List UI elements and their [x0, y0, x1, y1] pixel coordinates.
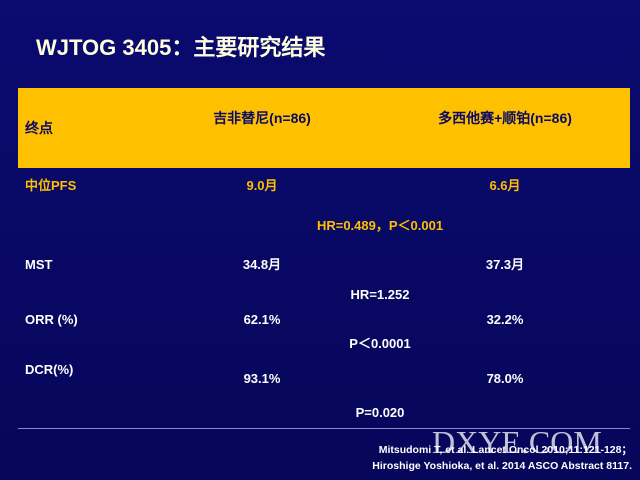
title: WJTOG 3405：主要研究结果 [36, 35, 326, 60]
divider [18, 428, 630, 429]
cell: 34.8月 [242, 257, 282, 272]
stat: HR=0.489，P＜0.001 [316, 218, 444, 233]
header-cell: 吉非替尼(n=86) [213, 110, 311, 126]
stat: P＜0.0001 [349, 336, 411, 351]
cell: 6.6月 [489, 178, 521, 193]
header-band: 终点 吉非替尼(n=86) 多西他赛+顺铂(n=86) [18, 88, 630, 168]
cell: 93.1% [243, 371, 281, 386]
row-label: DCR(%) [25, 362, 74, 377]
cell: 37.3月 [485, 257, 525, 272]
cell: 78.0% [486, 371, 524, 386]
header-cell: 多西他赛+顺铂(n=86) [438, 110, 572, 126]
header-cell: 终点 [25, 120, 53, 136]
stat: HR=1.252 [350, 287, 410, 302]
cell: 62.1% [243, 312, 281, 327]
cell: 32.2% [486, 312, 524, 327]
reference: Hiroshige Yoshioka, et al. 2014 ASCO Abs… [372, 460, 632, 472]
reference: Mitsudomi T, et al. Lancet Oncol 2010;11… [378, 444, 632, 456]
stat: P=0.020 [355, 405, 405, 420]
cell: 9.0月 [246, 178, 278, 193]
row-label: 中位PFS [25, 178, 77, 193]
watermark: DXYE.COM [432, 424, 602, 460]
row-label: MST [25, 257, 53, 272]
row-label: ORR (%) [25, 312, 78, 327]
